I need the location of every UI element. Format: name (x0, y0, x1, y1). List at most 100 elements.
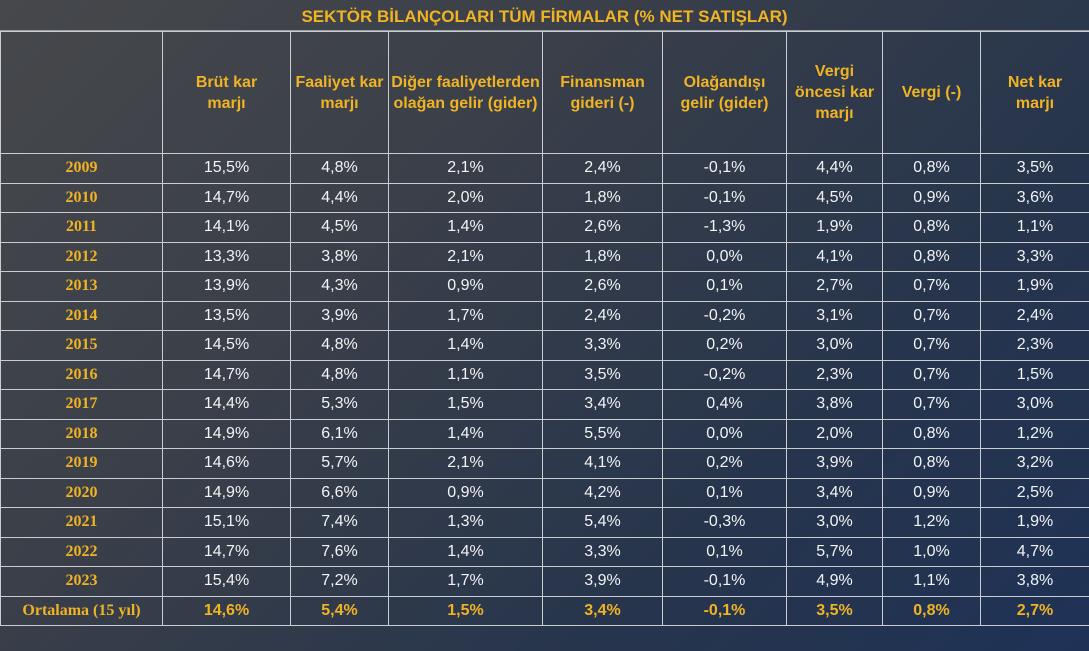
cell-net-margin: 3,0% (980, 389, 1089, 420)
cell-tax: 0,9% (882, 477, 981, 508)
cell-gross-margin: 14,6% (162, 448, 291, 479)
table-row: 2010 14,7% 4,4% 2,0% 1,8% -0,1% 4,5% 0,9% 3,6% (0, 182, 1089, 213)
cell-other-income: 1,4% (388, 330, 543, 361)
table-row: 2009 15,5% 4,8% 2,1% 2,4% -0,1% 4,4% 0,8% 3,5% (0, 153, 1089, 184)
cell-other-income: 0,9% (388, 271, 543, 302)
cell-tax: 1,1% (882, 566, 981, 597)
cell-extraordinary: 0,2% (662, 330, 787, 361)
cell-extraordinary: -0,1% (662, 566, 787, 597)
table-row: 2017 14,4% 5,3% 1,5% 3,4% 0,4% 3,8% 0,7% 3,0% (0, 389, 1089, 420)
cell-gross-margin: 15,1% (162, 507, 291, 538)
cell-year: 2010 (0, 182, 163, 213)
column-header-gross-margin: Brüt kar marjı (162, 31, 291, 154)
header-row: Brüt kar marjı Faaliyet kar marjı Diğer … (0, 31, 1089, 154)
cell-gross-margin: 15,4% (162, 566, 291, 597)
cell-other-income: 1,5% (388, 389, 543, 420)
cell-net-margin: 1,9% (980, 507, 1089, 538)
column-header-net-margin: Net kar marjı (980, 31, 1089, 154)
cell-operating-margin: 4,8% (290, 359, 389, 390)
cell-finance-expense: 4,2% (542, 477, 663, 508)
cell-operating-margin: 4,3% (290, 271, 389, 302)
cell-year: 2016 (0, 359, 163, 390)
cell-extraordinary: -0,3% (662, 507, 787, 538)
cell-operating-margin: 4,8% (290, 153, 389, 184)
cell-other-income: 2,1% (388, 448, 543, 479)
cell-finance-expense: 3,9% (542, 566, 663, 597)
cell-extraordinary: 0,1% (662, 271, 787, 302)
cell-pretax-margin: 4,4% (786, 153, 883, 184)
cell-pretax-margin: 2,7% (786, 271, 883, 302)
cell-year: 2017 (0, 389, 163, 420)
cell-other-income: 1,7% (388, 566, 543, 597)
cell-gross-margin: 14,9% (162, 418, 291, 449)
table-row: 2022 14,7% 7,6% 1,4% 3,3% 0,1% 5,7% 1,0% 4,7% (0, 536, 1089, 567)
cell-operating-margin: 7,4% (290, 507, 389, 538)
cell-net-margin: 2,4% (980, 300, 1089, 331)
table-row: 2015 14,5% 4,8% 1,4% 3,3% 0,2% 3,0% 0,7% 2,3% (0, 330, 1089, 361)
table-row: 2019 14,6% 5,7% 2,1% 4,1% 0,2% 3,9% 0,8% 3,2% (0, 448, 1089, 479)
cell-operating-margin: 4,4% (290, 182, 389, 213)
cell-tax: 0,7% (882, 330, 981, 361)
table-row: 2011 14,1% 4,5% 1,4% 2,6% -1,3% 1,9% 0,8% 1,1% (0, 212, 1089, 243)
cell-other-income: 1,4% (388, 418, 543, 449)
cell-other-income: 2,1% (388, 241, 543, 272)
cell-net-margin: 4,7% (980, 536, 1089, 567)
cell-extraordinary: 0,1% (662, 477, 787, 508)
column-header-year (0, 31, 163, 154)
table-body: 2009 15,5% 4,8% 2,1% 2,4% -0,1% 4,4% 0,8% 3,5% 20… (0, 153, 1089, 626)
cell-year: 2014 (0, 300, 163, 331)
cell-finance-expense: 5,4% (542, 507, 663, 538)
cell-net-margin: 2,7% (980, 595, 1089, 626)
cell-pretax-margin: 3,9% (786, 448, 883, 479)
cell-gross-margin: 14,7% (162, 359, 291, 390)
cell-net-margin: 3,3% (980, 241, 1089, 272)
cell-year: 2011 (0, 212, 163, 243)
cell-other-income: 2,0% (388, 182, 543, 213)
cell-finance-expense: 3,3% (542, 330, 663, 361)
cell-year: 2009 (0, 153, 163, 184)
cell-year: 2023 (0, 566, 163, 597)
cell-finance-expense: 5,5% (542, 418, 663, 449)
cell-tax: 0,7% (882, 300, 981, 331)
cell-extraordinary: -0,2% (662, 300, 787, 331)
cell-tax: 0,8% (882, 418, 981, 449)
cell-gross-margin: 14,7% (162, 182, 291, 213)
cell-finance-expense: 1,8% (542, 182, 663, 213)
cell-extraordinary: 0,0% (662, 241, 787, 272)
cell-operating-margin: 6,6% (290, 477, 389, 508)
cell-finance-expense: 4,1% (542, 448, 663, 479)
cell-other-income: 2,1% (388, 153, 543, 184)
cell-tax: 0,7% (882, 359, 981, 390)
cell-operating-margin: 4,8% (290, 330, 389, 361)
cell-pretax-margin: 3,1% (786, 300, 883, 331)
cell-finance-expense: 2,4% (542, 300, 663, 331)
cell-pretax-margin: 2,0% (786, 418, 883, 449)
cell-tax: 0,8% (882, 595, 981, 626)
cell-tax: 1,2% (882, 507, 981, 538)
cell-gross-margin: 14,6% (162, 595, 291, 626)
cell-gross-margin: 14,4% (162, 389, 291, 420)
cell-year: 2021 (0, 507, 163, 538)
cell-pretax-margin: 3,0% (786, 507, 883, 538)
cell-extraordinary: 0,4% (662, 389, 787, 420)
cell-finance-expense: 2,6% (542, 212, 663, 243)
cell-other-income: 1,3% (388, 507, 543, 538)
average-row: Ortalama (15 yıl) 14,6% 5,4% 1,5% 3,4% -0,1% 3… (0, 595, 1089, 626)
column-header-finance-expense: Finansman gideri (-) (542, 31, 663, 154)
table-row: 2012 13,3% 3,8% 2,1% 1,8% 0,0% 4,1% 0,8% 3,3% (0, 241, 1089, 272)
cell-finance-expense: 2,4% (542, 153, 663, 184)
cell-pretax-margin: 2,3% (786, 359, 883, 390)
cell-finance-expense: 3,4% (542, 595, 663, 626)
table-row: 2021 15,1% 7,4% 1,3% 5,4% -0,3% 3,0% 1,2% 1,9% (0, 507, 1089, 538)
table-row: 2018 14,9% 6,1% 1,4% 5,5% 0,0% 2,0% 0,8% 1,2% (0, 418, 1089, 449)
cell-extraordinary: 0,1% (662, 536, 787, 567)
table-row: 2023 15,4% 7,2% 1,7% 3,9% -0,1% 4,9% 1,1% 3,8% (0, 566, 1089, 597)
cell-tax: 0,9% (882, 182, 981, 213)
cell-tax: 0,8% (882, 448, 981, 479)
cell-net-margin: 3,5% (980, 153, 1089, 184)
cell-net-margin: 3,2% (980, 448, 1089, 479)
table-row: 2014 13,5% 3,9% 1,7% 2,4% -0,2% 3,1% 0,7% 2,4% (0, 300, 1089, 331)
cell-operating-margin: 6,1% (290, 418, 389, 449)
cell-pretax-margin: 3,8% (786, 389, 883, 420)
cell-gross-margin: 14,5% (162, 330, 291, 361)
